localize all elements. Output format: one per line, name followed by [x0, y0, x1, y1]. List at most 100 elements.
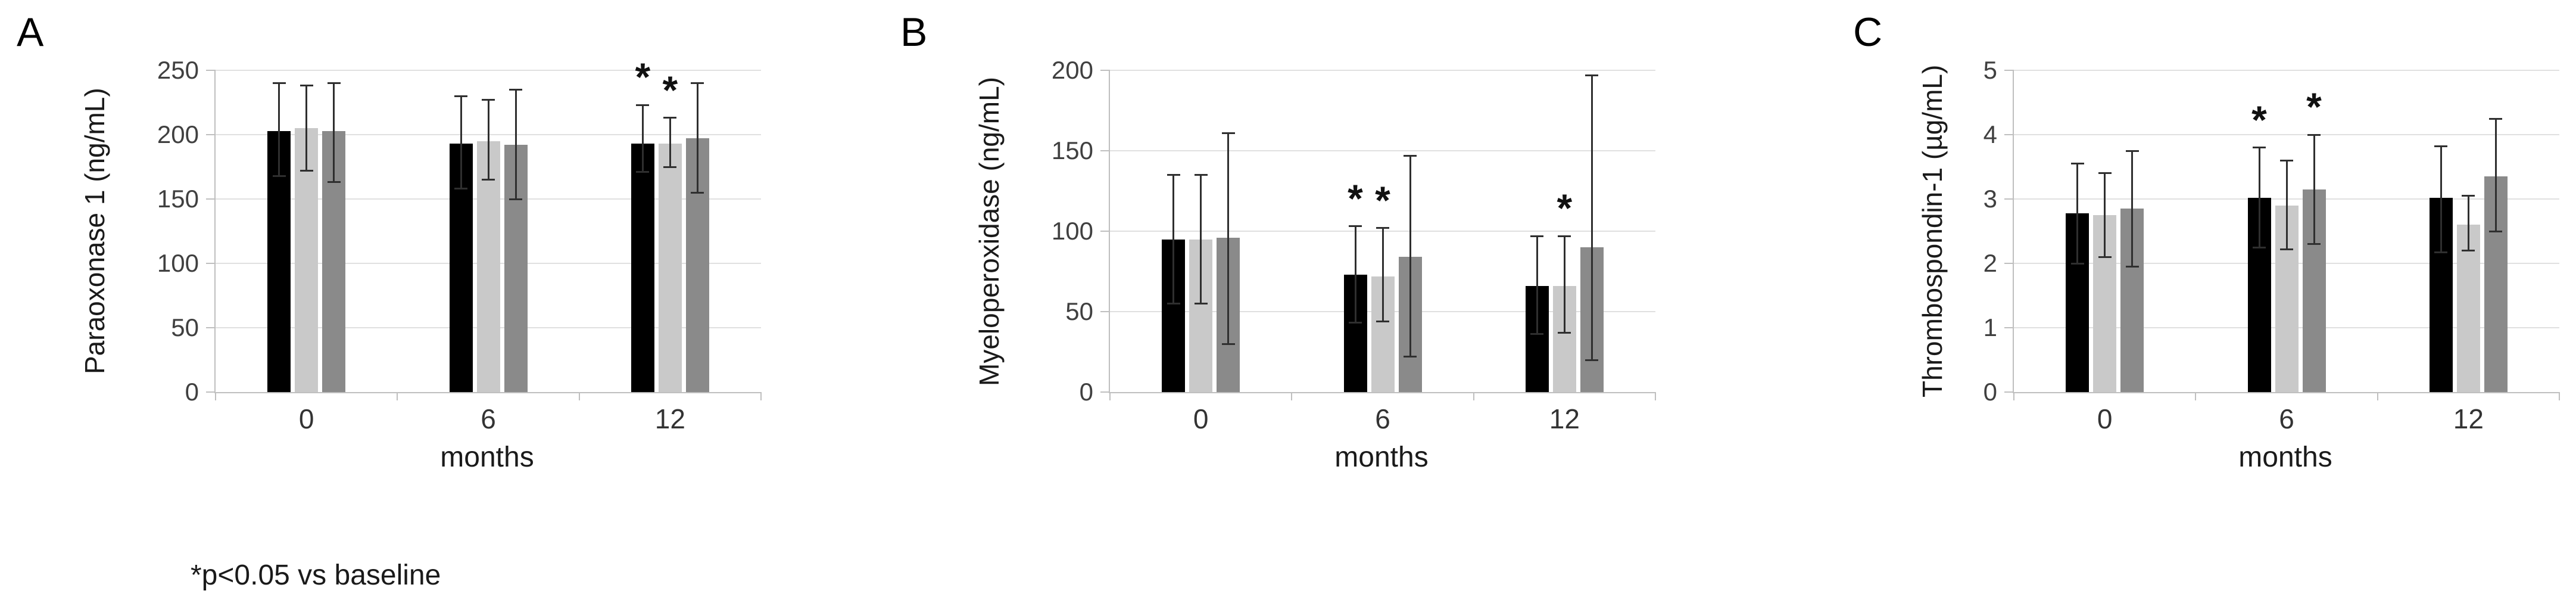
error-bar-cap-top [454, 95, 467, 97]
error-bar-cap-top [2280, 159, 2293, 161]
error-bar-cap-bottom [327, 181, 341, 184]
x-axis-tick [1473, 392, 1474, 400]
bar [295, 128, 319, 392]
x-axis-tick-label: 0 [298, 403, 314, 434]
y-axis-title: Paraoxonase 1 (ng/mL) [79, 88, 110, 375]
y-axis-tick [2004, 263, 2014, 264]
error-bar [2494, 119, 2497, 231]
x-axis-tick-label: 12 [654, 403, 685, 434]
y-axis-tick-label: 150 [157, 185, 199, 213]
y-axis-tick-label: 3 [1983, 185, 1997, 213]
plot-area: 0 50 100 150 200 250 0 6 12 * * [157, 56, 762, 434]
error-bar-cap-bottom [636, 171, 650, 173]
gridline [1110, 70, 1655, 71]
error-bar-cap-bottom [691, 191, 704, 194]
x-axis-title: months [2238, 442, 2332, 473]
error-bar [1227, 133, 1230, 344]
error-bar-cap-top [1404, 154, 1417, 157]
x-axis-tick [760, 392, 762, 400]
panel-a: A Paraoxonase 1 (ng/mL) 0 50 100 150 200 250 0… [0, 0, 859, 600]
error-bar-cap-bottom [482, 179, 495, 181]
y-axis-tick [1100, 311, 1110, 312]
bar [2456, 225, 2480, 392]
error-bar-cap-bottom [2125, 265, 2139, 268]
error-bar [2076, 163, 2079, 263]
y-axis-tick [206, 198, 216, 200]
y-axis-tick-label: 50 [171, 313, 199, 341]
y-axis-tick-label: 200 [1051, 56, 1093, 84]
error-bar-cap-top [2434, 145, 2448, 147]
error-bar [278, 83, 280, 176]
gridline [1110, 150, 1655, 151]
error-bar [514, 89, 517, 199]
panel-c: C Thrombospondin-1 (µg/mL) 0 1 2 3 4 5 0 6 * * 12 … [1717, 0, 2576, 600]
error-bar-cap-top [2253, 147, 2266, 149]
error-bar-cap-bottom [1558, 331, 1571, 334]
error-bar [1172, 175, 1175, 304]
error-bar [333, 83, 335, 182]
error-bar-cap-bottom [2098, 256, 2112, 258]
error-bar-cap-top [2125, 150, 2139, 152]
x-axis-tick [1291, 392, 1293, 400]
y-axis-tick [206, 391, 216, 393]
error-bar [2313, 135, 2315, 244]
error-bar-cap-top [1530, 235, 1544, 237]
x-axis-tick [2195, 392, 2197, 400]
bar [631, 144, 654, 392]
y-axis-tick-label: 150 [1051, 136, 1093, 164]
error-bar-cap-bottom [300, 169, 313, 172]
error-bar-cap-bottom [454, 188, 467, 190]
y-axis-tick [1100, 70, 1110, 71]
error-bar-cap-bottom [272, 175, 286, 177]
error-bar [2104, 173, 2106, 257]
y-axis-tick [2004, 198, 2014, 200]
error-bar [696, 83, 698, 193]
error-bar [305, 85, 308, 171]
error-bar-cap-top [1221, 132, 1235, 134]
x-axis-tick-label: 12 [1549, 403, 1580, 434]
plot-area: 0 50 100 150 200 0 6 * * 12 * [1052, 56, 1656, 434]
error-bar-cap-top [272, 82, 286, 85]
error-bar-cap-bottom [1585, 359, 1599, 361]
error-bar [1536, 236, 1538, 334]
error-bar [669, 117, 671, 167]
x-axis-tick-label: 6 [1375, 403, 1390, 434]
y-axis-title: Myeloperoxidase (ng/mL) [974, 76, 1005, 386]
significance-asterisk: * [2251, 97, 2267, 142]
significance-asterisk: * [2306, 85, 2322, 129]
error-bar-cap-bottom [1349, 322, 1362, 324]
x-axis-tick [578, 392, 580, 400]
error-bar-cap-bottom [509, 198, 522, 200]
error-bar-cap-top [1167, 174, 1180, 176]
error-bar-cap-bottom [1194, 303, 1208, 304]
error-bar [2258, 147, 2260, 247]
error-bar-cap-bottom [1376, 320, 1389, 322]
y-axis-tick [2004, 70, 2014, 71]
x-axis-tick [1655, 392, 1656, 400]
y-axis-tick-label: 2 [1983, 249, 1997, 277]
error-bar-cap-top [1194, 174, 1208, 176]
x-axis-tick [2559, 392, 2560, 400]
y-axis-tick-label: 200 [157, 120, 199, 148]
x-axis-tick [2013, 392, 2014, 400]
error-bar-cap-top [636, 104, 650, 106]
error-bar-cap-bottom [2253, 246, 2266, 248]
significance-asterisk: * [662, 67, 678, 112]
panel-letter: C [1853, 10, 1883, 55]
error-bar [1200, 175, 1202, 304]
y-axis-tick-label: 0 [1983, 378, 1997, 406]
x-axis-tick-label: 12 [2453, 403, 2484, 434]
error-bar-cap-top [1558, 235, 1571, 237]
error-bar-cap-bottom [1404, 356, 1417, 358]
x-axis-tick [397, 392, 398, 400]
error-bar-cap-top [2098, 172, 2112, 175]
x-axis-tick [215, 392, 216, 400]
significance-asterisk: * [635, 55, 651, 100]
y-axis-tick-label: 4 [1983, 120, 1997, 148]
error-bar-cap-top [663, 117, 677, 119]
error-bar-cap-bottom [2489, 230, 2503, 232]
error-bar [487, 100, 489, 180]
significance-asterisk: * [1557, 186, 1573, 231]
error-bar-cap-top [482, 99, 495, 101]
